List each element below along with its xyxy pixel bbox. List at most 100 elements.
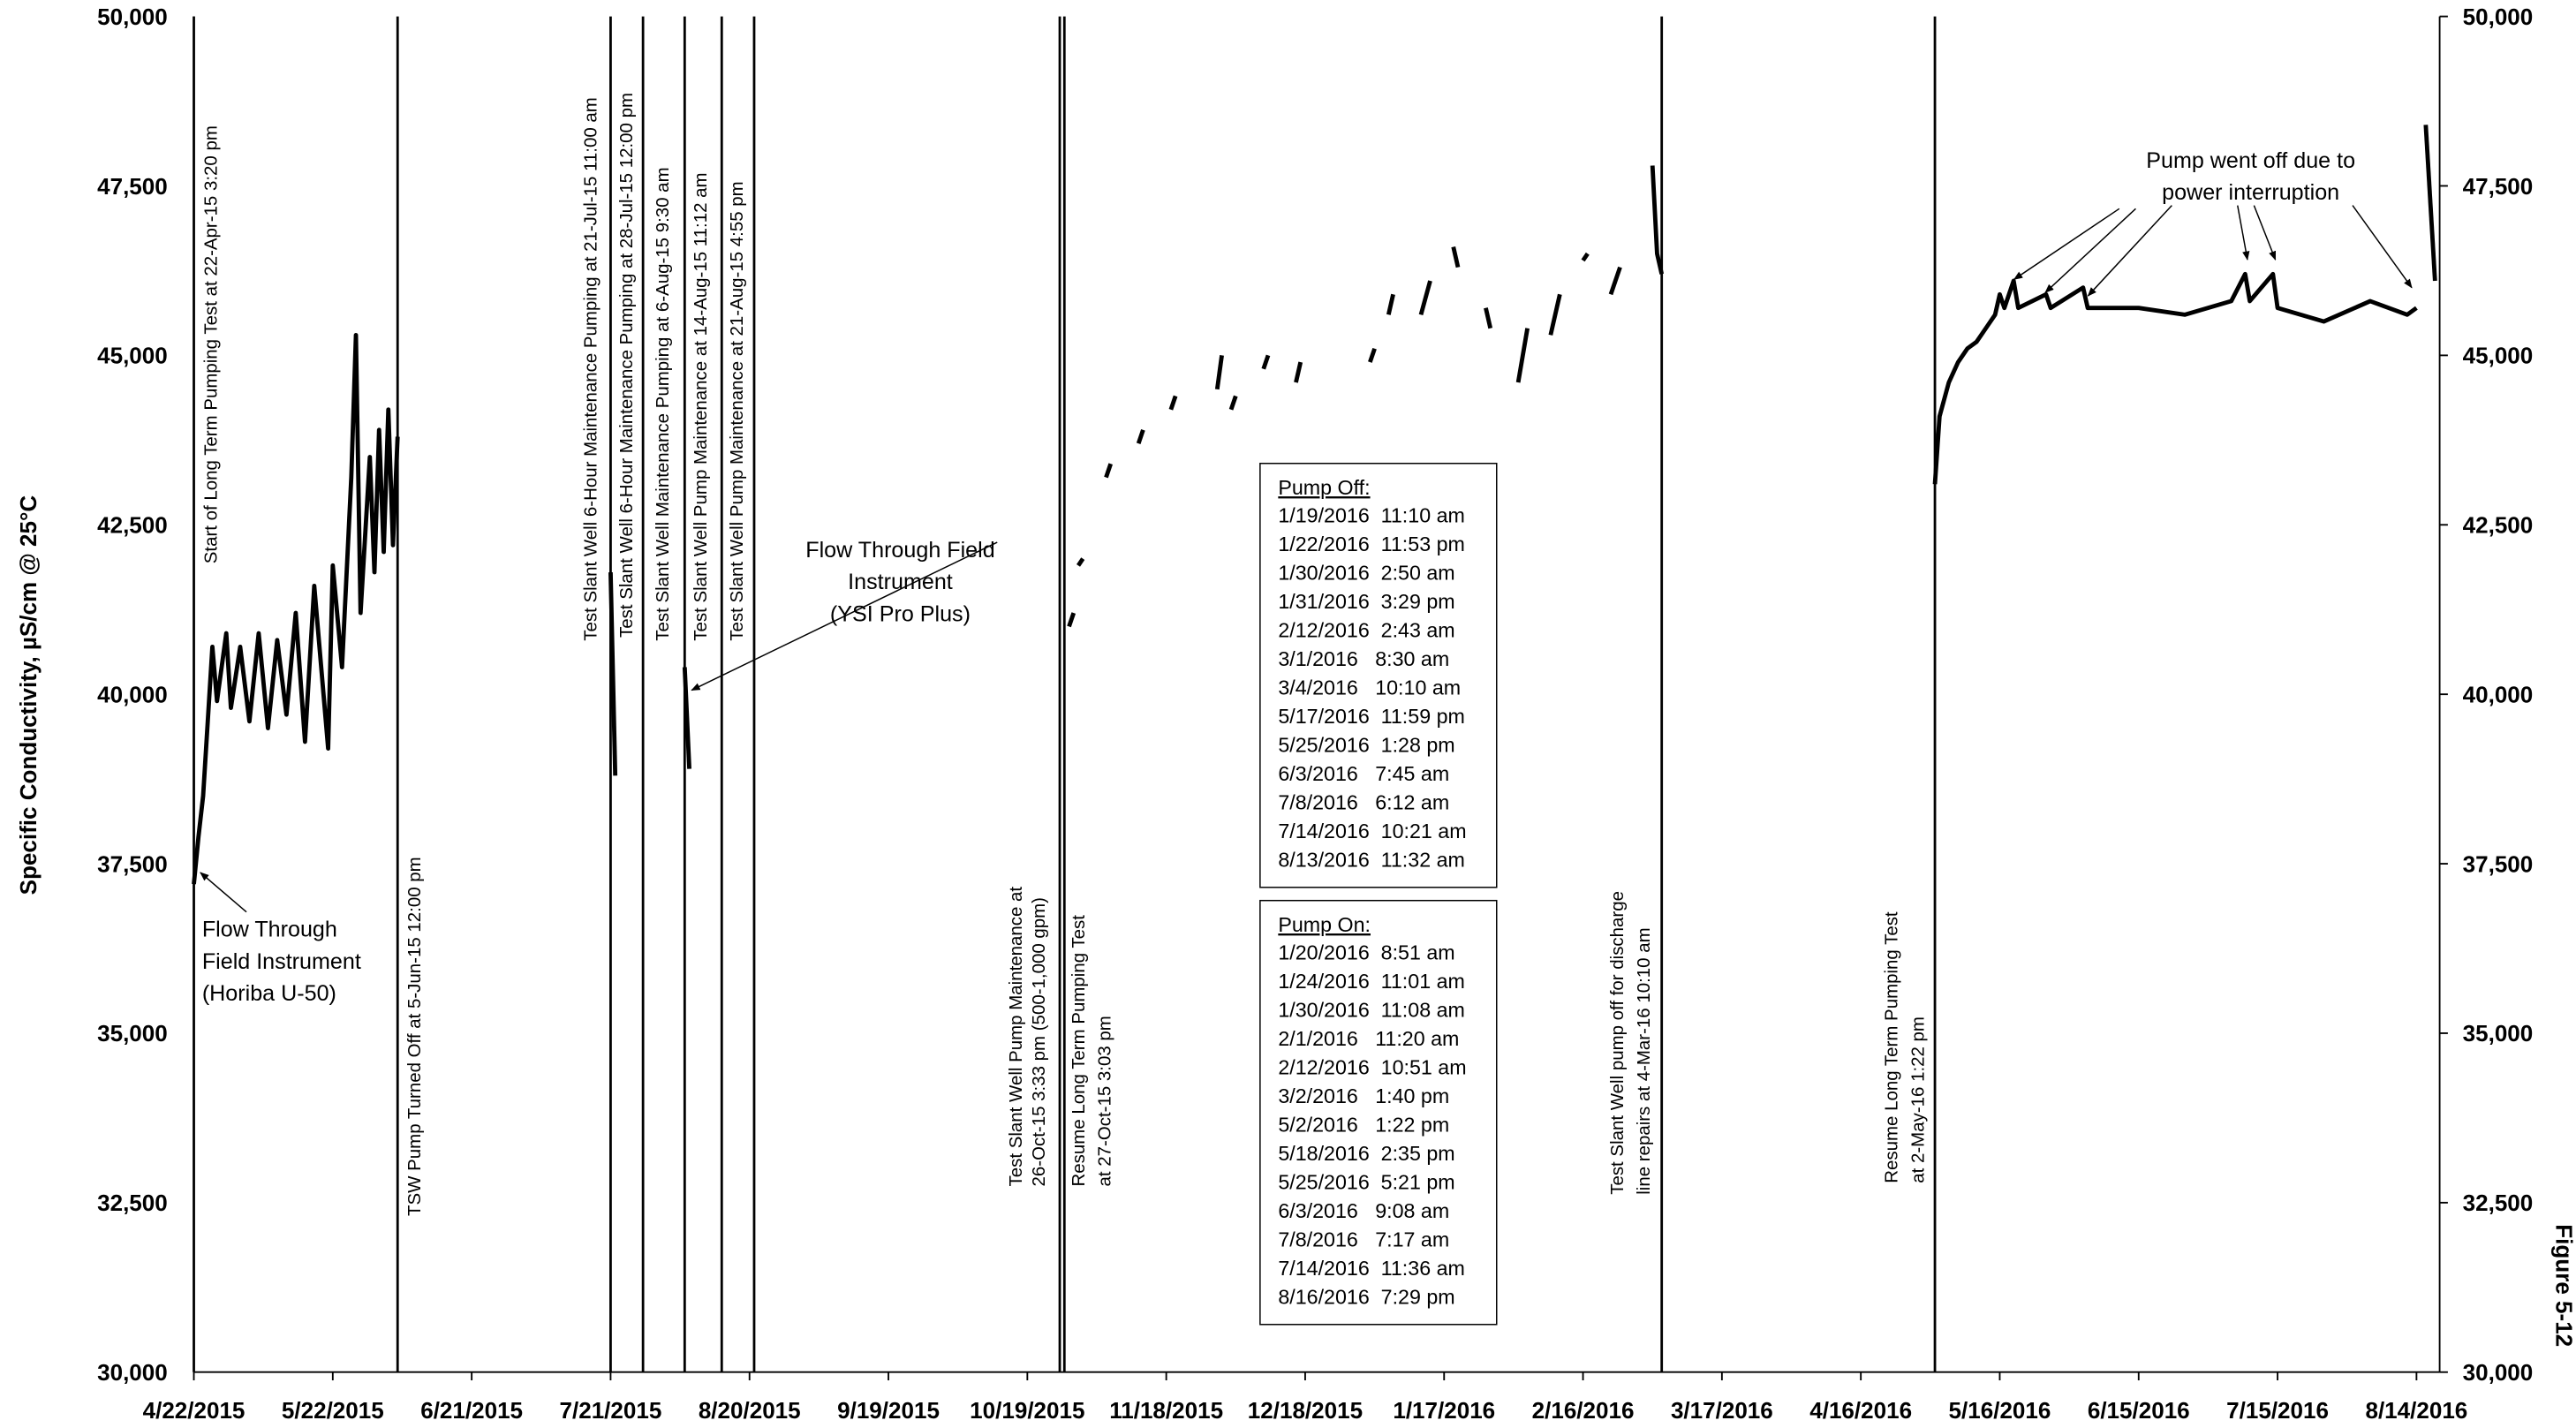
x-tick-label: 6/15/2016 xyxy=(2088,1397,2190,1424)
y2-tick-label: 40,000 xyxy=(2463,681,2534,707)
event-label: Resume Long Term Pumping Test xyxy=(1069,915,1089,1187)
figure-label: Figure 5-12 xyxy=(2551,1224,2576,1347)
annotation: Flow Through xyxy=(202,918,337,942)
box-row: 5/18/2016 2:35 pm xyxy=(1278,1142,1454,1165)
event-label: at 27-Oct-15 3:03 pm xyxy=(1095,1016,1115,1186)
pump-on-box xyxy=(1259,899,1498,1326)
annotation: Field Instrument xyxy=(202,949,361,974)
data-line xyxy=(2423,125,2437,282)
annotation: (YSI Pro Plus) xyxy=(830,601,971,626)
x-tick-label: 8/14/2016 xyxy=(2365,1397,2467,1424)
annotation: Pump went off due to xyxy=(2146,148,2355,173)
x-tick-label: 5/22/2015 xyxy=(282,1397,384,1424)
x-tick-label: 1/17/2016 xyxy=(1393,1397,1495,1424)
data-line xyxy=(1136,429,1145,444)
x-tick-label: 7/15/2016 xyxy=(2226,1397,2329,1424)
x-tick-label: 12/18/2015 xyxy=(1248,1397,1363,1424)
data-line xyxy=(1650,165,1665,275)
x-tick-label: 3/17/2016 xyxy=(1671,1397,1773,1424)
box-row: 2/1/2016 11:20 am xyxy=(1278,1027,1459,1050)
arrow xyxy=(2253,205,2277,261)
y2-tick-label: 30,000 xyxy=(2463,1359,2534,1386)
box-row: 8/16/2016 7:29 pm xyxy=(1278,1285,1454,1308)
box-row: 3/4/2016 10:10 am xyxy=(1278,676,1461,699)
data-line xyxy=(1214,355,1224,390)
box-row: 5/2/2016 1:22 pm xyxy=(1278,1114,1449,1137)
box-row: 3/1/2016 8:30 am xyxy=(1278,647,1449,670)
y2-tick-label: 50,000 xyxy=(2463,4,2534,30)
arrow xyxy=(691,541,998,691)
box-row: 6/3/2016 7:45 am xyxy=(1278,762,1449,785)
x-tick-label: 9/19/2015 xyxy=(837,1397,940,1424)
box-title: Pump On: xyxy=(1278,913,1371,936)
x-tick-label: 7/21/2015 xyxy=(560,1397,662,1424)
box-row: 3/2/2016 1:40 pm xyxy=(1278,1084,1449,1107)
y2-tick-label: 37,500 xyxy=(2463,850,2534,877)
data-line xyxy=(1368,347,1377,363)
x-tick-label: 4/16/2016 xyxy=(1809,1397,1912,1424)
y-tick-label: 32,500 xyxy=(97,1190,168,1216)
y-tick-label: 45,000 xyxy=(97,343,168,369)
box-row: 1/30/2016 11:08 am xyxy=(1278,999,1465,1022)
pump-off-box xyxy=(1259,462,1498,888)
data-line xyxy=(1548,293,1562,336)
arrows xyxy=(200,205,2413,913)
data-line xyxy=(682,667,691,769)
arrow xyxy=(200,872,247,913)
annotation: Instrument xyxy=(848,570,953,594)
box-row: 8/13/2016 11:32 am xyxy=(1278,848,1465,871)
box-row: 7/8/2016 7:17 am xyxy=(1278,1228,1449,1250)
box-row: 1/31/2016 3:29 pm xyxy=(1278,590,1454,613)
event-label: line repairs at 4-Mar-16 10:10 am xyxy=(1634,927,1654,1194)
event-label: Test Slant Well 6-Hour Maintenance Pumpi… xyxy=(580,97,601,641)
data-line xyxy=(1386,293,1395,315)
box-title: Pump Off: xyxy=(1278,476,1370,499)
x-tick-label: 2/16/2016 xyxy=(1532,1397,1635,1424)
y-tick-label: 42,500 xyxy=(97,512,168,539)
box-row: 7/8/2016 6:12 am xyxy=(1278,790,1449,813)
event-label: TSW Pump Turned Off at 5-Jun-15 12:00 pm xyxy=(404,857,425,1216)
annotation: power interruption xyxy=(2162,180,2339,205)
data-line xyxy=(608,571,618,776)
data-line xyxy=(1104,463,1114,479)
boxes: Pump Off: 1/19/2016 11:10 am 1/22/2016 11:… xyxy=(1278,476,1466,1308)
event-label: Test Slant Well 6-Hour Maintenance Pumpi… xyxy=(616,93,637,638)
y-tick-label: 30,000 xyxy=(97,1359,168,1386)
box-row: 5/25/2016 1:28 pm xyxy=(1278,733,1454,756)
y2-tick-label: 32,500 xyxy=(2463,1190,2534,1216)
data-line xyxy=(192,332,400,885)
data-line xyxy=(1581,252,1590,262)
box-row: 6/3/2016 9:08 am xyxy=(1278,1199,1449,1222)
box-row: 5/25/2016 5:21 pm xyxy=(1278,1170,1454,1193)
x-tick-label: 8/20/2015 xyxy=(699,1397,801,1424)
labels: 30,000 32,500 35,000 37,500 40,000 42,500 45,0… xyxy=(97,4,2533,1424)
data-line xyxy=(1228,395,1238,411)
y-tick-label: 50,000 xyxy=(97,4,168,30)
y-tick-label: 37,500 xyxy=(97,850,168,877)
arrow xyxy=(2044,208,2136,293)
box-row: 1/24/2016 11:01 am xyxy=(1278,970,1465,993)
event-label: Test Slant Well Pump Maintenance at 21-A… xyxy=(727,181,747,640)
data-line xyxy=(1515,328,1530,383)
x-tick-label: 6/21/2015 xyxy=(420,1397,523,1424)
y-tick-label: 35,000 xyxy=(97,1020,168,1046)
event-label: Resume Long Term Pumping Test xyxy=(1882,911,1902,1183)
y2-tick-label: 35,000 xyxy=(2463,1020,2534,1046)
data-line xyxy=(1451,246,1461,268)
x-tick-label: 11/18/2015 xyxy=(1109,1397,1223,1424)
event-label: Test Slant Well Pump Maintenance at xyxy=(1006,887,1026,1187)
arrow xyxy=(2013,208,2120,280)
data-line xyxy=(1076,557,1085,567)
data-line xyxy=(1418,280,1432,315)
annotation: (Horiba U-50) xyxy=(202,981,336,1006)
box-row: 2/12/2016 10:51 am xyxy=(1278,1056,1466,1079)
event-label: at 2-May-16 1:22 pm xyxy=(1907,1016,1928,1183)
data-line xyxy=(1168,395,1178,411)
box-row: 1/22/2016 11:53 pm xyxy=(1278,533,1465,555)
x-tick-label: 5/16/2016 xyxy=(1949,1397,2051,1424)
box-row: 1/20/2016 8:51 am xyxy=(1278,941,1454,964)
box-row: 1/19/2016 11:10 am xyxy=(1278,504,1465,527)
data-line xyxy=(1294,361,1303,383)
y-tick-label: 47,500 xyxy=(97,173,168,200)
